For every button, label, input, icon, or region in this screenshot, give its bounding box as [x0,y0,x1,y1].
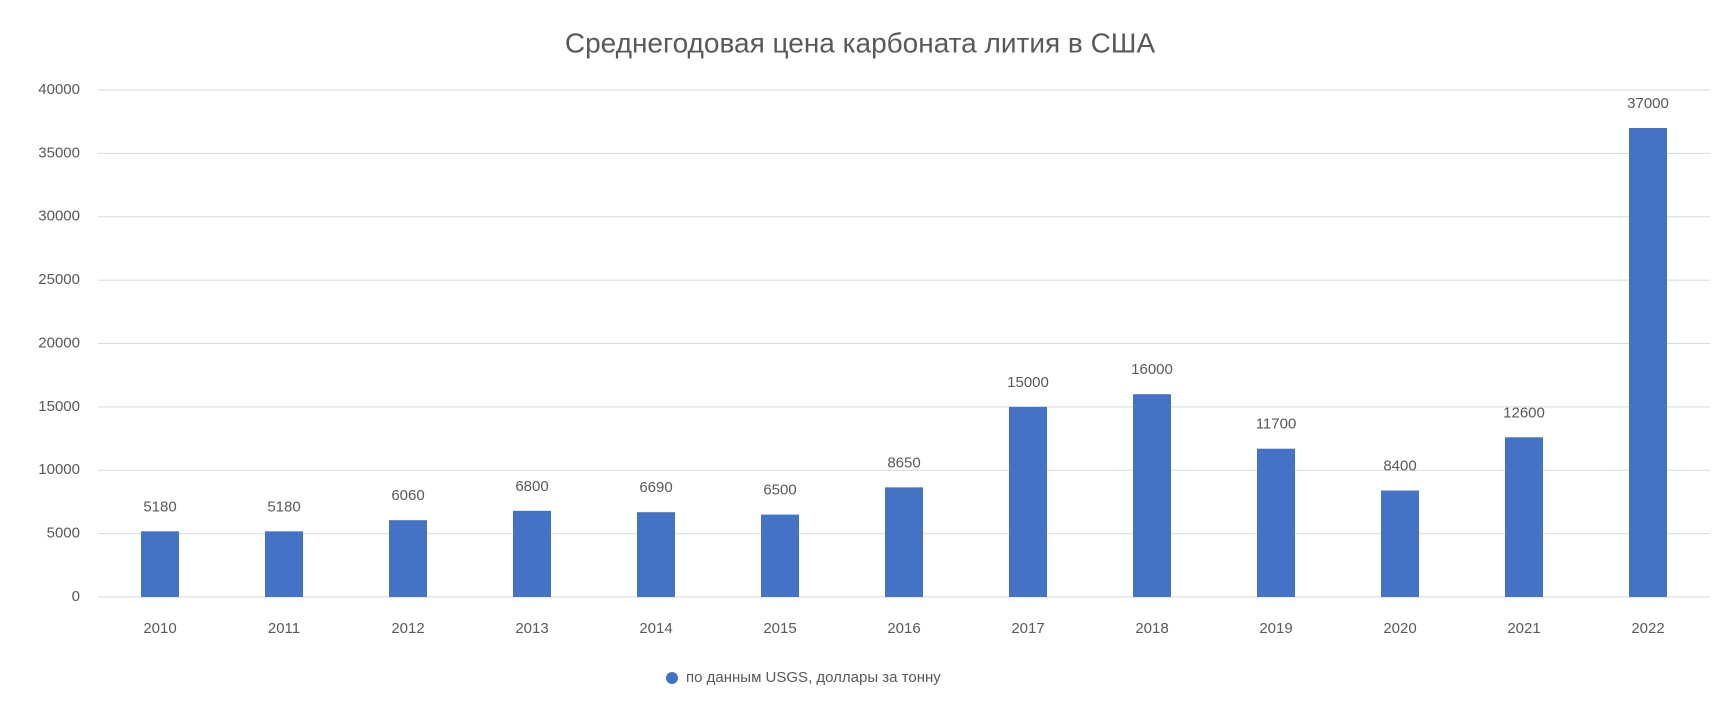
data-label: 8650 [887,454,920,471]
x-tick-label: 2017 [1011,620,1044,637]
y-tick-label: 40000 [38,81,80,98]
x-tick-label: 2022 [1631,620,1664,637]
x-tick-label: 2011 [268,620,300,637]
y-tick-label: 5000 [47,525,80,542]
y-tick-label: 15000 [38,398,80,415]
y-tick-label: 35000 [38,144,80,161]
y-tick-label: 0 [72,588,80,605]
bar [1381,490,1419,597]
x-tick-label: 2012 [391,620,424,637]
bar [513,510,551,597]
bar [389,520,427,597]
bar [637,512,675,597]
bar [885,487,923,597]
x-tick-label: 2020 [1383,620,1416,637]
x-tick-label: 2013 [515,620,548,637]
x-tick-label: 2010 [143,620,176,637]
y-tick-label: 20000 [38,334,80,351]
bar [1257,448,1295,597]
legend-label: по данным USGS, доллары за тонну [686,669,941,686]
data-label: 6500 [763,482,796,499]
bar [1505,437,1543,597]
y-tick-label: 30000 [38,208,80,225]
bar [1133,394,1171,597]
bar [761,514,799,597]
x-tick-label: 2021 [1507,620,1540,637]
bar [265,531,303,597]
data-label: 12600 [1503,404,1545,421]
y-tick-label: 10000 [38,461,80,478]
data-label: 16000 [1131,361,1173,378]
data-label: 6690 [639,479,672,496]
x-tick-label: 2016 [887,620,920,637]
data-label: 8400 [1383,457,1416,474]
x-tick-label: 2018 [1135,620,1168,637]
x-tick-label: 2015 [763,620,796,637]
bar [1009,406,1047,597]
bar [1629,128,1667,597]
y-tick-label: 25000 [38,271,80,288]
chart-title: Среднегодовая цена карбоната лития в США [565,27,1156,58]
data-label: 5180 [143,498,176,515]
data-label: 6800 [515,478,548,495]
data-label: 5180 [267,498,300,515]
data-label: 6060 [391,487,424,504]
data-label: 15000 [1007,374,1049,391]
data-label: 37000 [1627,95,1669,112]
x-tick-label: 2014 [639,620,672,637]
bar [141,531,179,597]
data-label: 11700 [1256,416,1297,433]
x-tick-label: 2019 [1259,620,1292,637]
legend-marker [666,672,678,684]
